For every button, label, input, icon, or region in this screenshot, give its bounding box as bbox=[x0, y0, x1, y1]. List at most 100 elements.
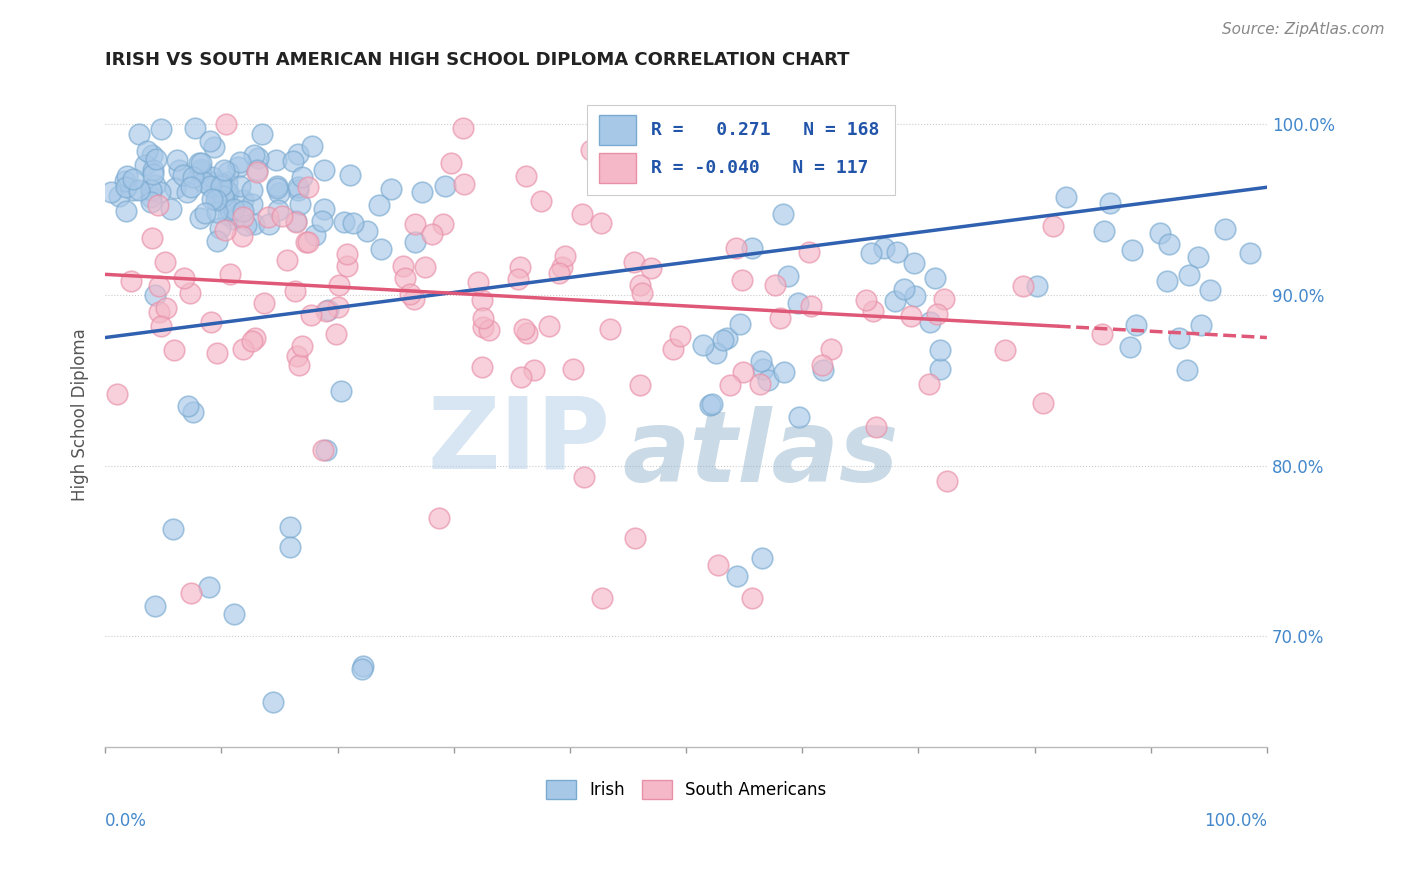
Point bbox=[404, 217, 426, 231]
Point bbox=[1011, 279, 1033, 293]
Point bbox=[751, 550, 773, 565]
Point bbox=[312, 443, 335, 458]
Point bbox=[451, 121, 474, 136]
Point bbox=[163, 343, 186, 357]
Point bbox=[599, 322, 621, 336]
Point bbox=[932, 292, 955, 306]
Point bbox=[148, 279, 170, 293]
Point bbox=[190, 164, 212, 178]
Point bbox=[427, 511, 450, 525]
Point bbox=[240, 197, 263, 211]
Point bbox=[472, 311, 495, 326]
Point bbox=[893, 282, 915, 296]
Point bbox=[257, 217, 280, 231]
Point bbox=[315, 303, 337, 318]
Point bbox=[711, 333, 734, 347]
Point bbox=[304, 228, 326, 243]
Point bbox=[704, 346, 727, 360]
Point bbox=[628, 378, 651, 392]
Point bbox=[787, 296, 810, 310]
Point bbox=[134, 158, 156, 172]
Point bbox=[813, 363, 835, 377]
Point bbox=[229, 179, 252, 194]
Point bbox=[200, 315, 222, 329]
Point bbox=[267, 203, 290, 218]
Point bbox=[149, 319, 172, 334]
Point bbox=[440, 156, 463, 170]
Point bbox=[1199, 283, 1222, 297]
Point bbox=[699, 398, 721, 412]
Point bbox=[190, 162, 212, 177]
Point bbox=[209, 220, 232, 235]
Point bbox=[115, 180, 138, 194]
FancyBboxPatch shape bbox=[599, 153, 636, 183]
Point bbox=[232, 193, 254, 207]
Point bbox=[1187, 251, 1209, 265]
Point bbox=[731, 365, 754, 379]
Point bbox=[100, 185, 122, 199]
Point bbox=[299, 309, 322, 323]
Point bbox=[478, 324, 501, 338]
Point bbox=[159, 202, 181, 216]
Point bbox=[212, 189, 235, 203]
Point bbox=[624, 531, 647, 545]
Point bbox=[190, 156, 212, 170]
Point bbox=[278, 540, 301, 554]
Point bbox=[865, 420, 887, 434]
Point bbox=[399, 287, 422, 301]
Point bbox=[114, 174, 136, 188]
Point bbox=[198, 580, 221, 594]
Point bbox=[287, 358, 309, 372]
Point bbox=[228, 155, 250, 169]
Point bbox=[226, 160, 249, 174]
Point bbox=[141, 231, 163, 245]
Point bbox=[149, 185, 172, 199]
Point bbox=[661, 342, 683, 356]
Point bbox=[769, 311, 792, 326]
Point bbox=[1156, 274, 1178, 288]
Point bbox=[312, 162, 335, 177]
Point bbox=[176, 185, 198, 199]
Point bbox=[188, 156, 211, 170]
Point bbox=[166, 153, 188, 167]
Point bbox=[232, 343, 254, 357]
Point bbox=[122, 183, 145, 197]
Point bbox=[173, 270, 195, 285]
Point bbox=[380, 182, 402, 196]
Point bbox=[352, 662, 374, 676]
Point bbox=[143, 178, 166, 193]
Point bbox=[523, 363, 546, 377]
Point bbox=[141, 183, 163, 197]
Text: 0.0%: 0.0% bbox=[105, 813, 148, 830]
Point bbox=[1159, 237, 1181, 252]
Point bbox=[1091, 327, 1114, 342]
Point bbox=[724, 241, 747, 255]
Point bbox=[800, 299, 823, 313]
Point bbox=[516, 326, 538, 341]
Point bbox=[787, 409, 810, 424]
Point bbox=[190, 164, 212, 178]
Point bbox=[314, 202, 336, 217]
Point bbox=[200, 134, 222, 148]
Point bbox=[554, 249, 576, 263]
Point bbox=[925, 307, 948, 321]
Point bbox=[214, 223, 236, 237]
Point bbox=[772, 365, 794, 379]
Point bbox=[994, 343, 1017, 358]
Point bbox=[270, 209, 292, 223]
Point bbox=[776, 268, 799, 283]
Point bbox=[628, 278, 651, 293]
Text: Source: ZipAtlas.com: Source: ZipAtlas.com bbox=[1222, 22, 1385, 37]
Point bbox=[288, 197, 311, 211]
Point bbox=[707, 558, 730, 572]
Point bbox=[207, 204, 229, 219]
Point bbox=[250, 127, 273, 141]
Point bbox=[315, 442, 337, 457]
Point bbox=[224, 607, 246, 621]
Point bbox=[404, 235, 426, 250]
Point bbox=[135, 145, 157, 159]
Point bbox=[215, 175, 238, 189]
Point bbox=[731, 273, 754, 287]
Point bbox=[903, 256, 925, 270]
Point bbox=[284, 213, 307, 227]
